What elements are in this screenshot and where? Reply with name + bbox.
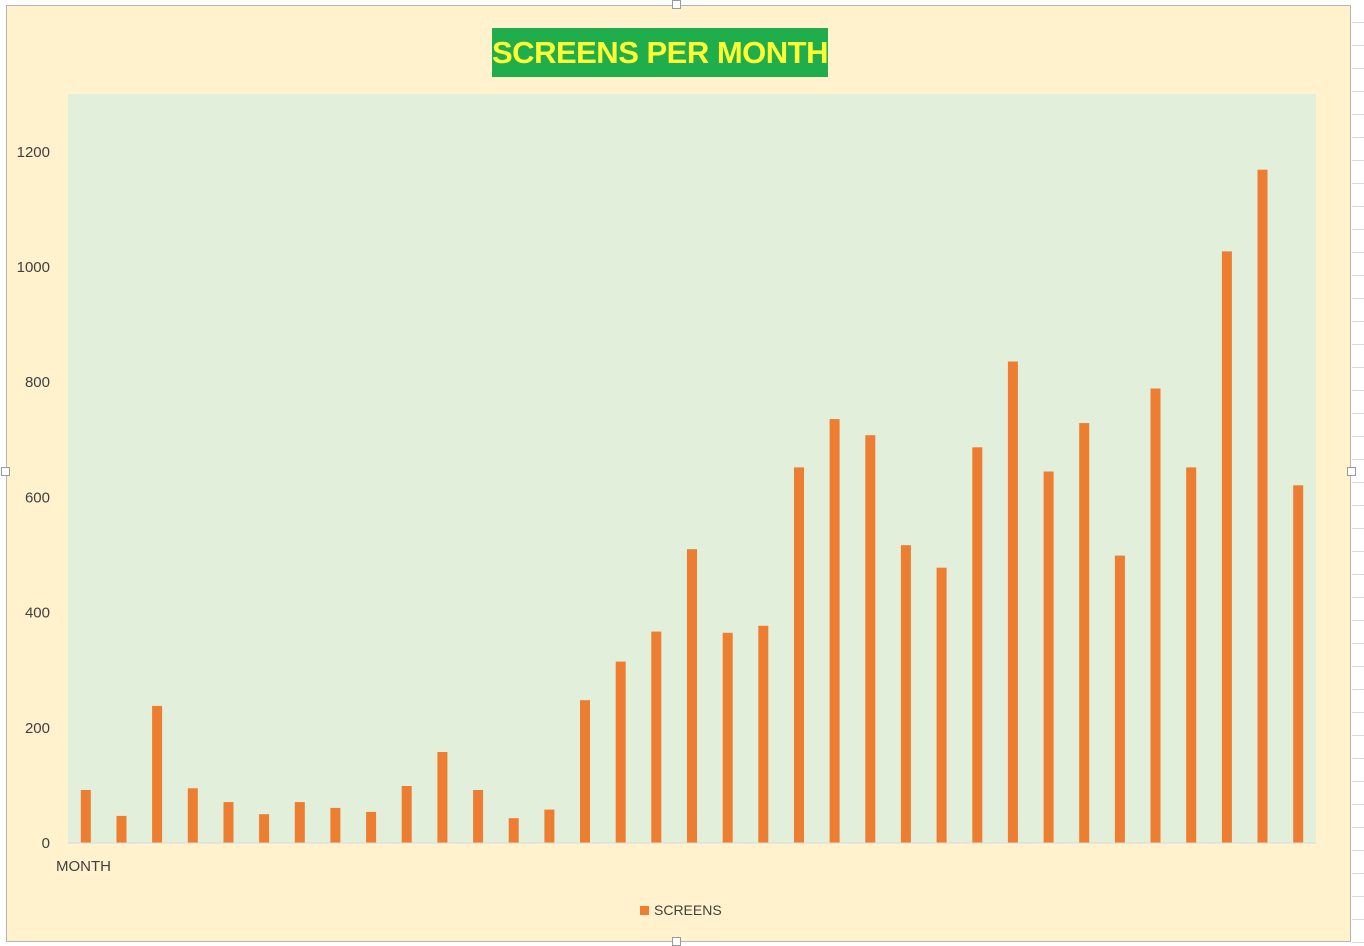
bar[interactable] [936,567,947,843]
y-tick-label: 1200 [17,144,50,161]
bar[interactable] [187,788,198,843]
y-tick-label: 800 [25,374,50,391]
legend-label: SCREENS [654,902,722,918]
y-tick-label: 1000 [17,259,50,276]
bar[interactable] [544,809,555,843]
bar[interactable] [508,818,519,843]
bar[interactable] [615,661,626,843]
legend[interactable]: SCREENS [640,902,722,918]
resize-handle-top[interactable] [672,0,681,9]
resize-handle-right[interactable] [1347,467,1356,476]
y-tick-label: 0 [42,835,50,852]
x-axis-title[interactable]: MONTH [56,858,111,875]
bar[interactable] [1257,169,1268,843]
bar[interactable] [294,802,305,843]
bar[interactable] [223,802,234,843]
bar-series-screens[interactable] [80,169,1304,844]
bar[interactable] [1293,485,1304,843]
y-tick-label: 200 [25,720,50,737]
spreadsheet-edge [1352,0,1364,946]
resize-handle-left[interactable] [1,467,10,476]
bar[interactable] [401,786,412,843]
bar[interactable] [259,814,270,843]
bar[interactable] [651,631,662,843]
bar[interactable] [80,790,91,843]
y-axis: 0 200 400 600 800 1000 1200 [17,144,50,852]
bar[interactable] [1079,423,1090,843]
bar[interactable] [1221,251,1232,843]
bar[interactable] [1186,467,1197,843]
bar[interactable] [580,700,590,843]
bar[interactable] [116,815,127,843]
bar[interactable] [722,632,733,843]
bar[interactable] [829,419,840,843]
bar[interactable] [758,625,769,843]
bar[interactable] [1150,388,1161,844]
bar[interactable] [152,705,163,843]
legend-swatch [640,905,649,915]
y-tick-label: 600 [25,489,50,506]
bar[interactable] [330,807,341,843]
bar[interactable] [1043,471,1054,844]
bar[interactable] [972,447,983,843]
chart-title[interactable]: SCREENS PER MONTH [492,28,828,77]
bar[interactable] [1114,555,1125,843]
bar[interactable] [1007,361,1018,844]
bar[interactable] [366,811,377,843]
y-tick-label: 400 [25,605,50,622]
bar[interactable] [865,435,876,843]
bar[interactable] [687,549,697,843]
bar[interactable] [900,545,911,843]
bar[interactable] [473,790,484,843]
bar[interactable] [794,467,804,843]
bar[interactable] [437,752,448,843]
